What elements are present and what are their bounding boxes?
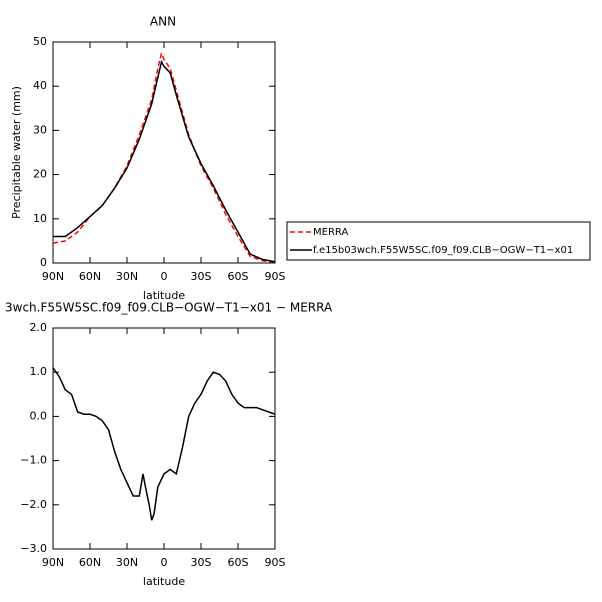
x-tick-label: 30N xyxy=(116,556,138,569)
legend-label: MERRA xyxy=(313,227,348,238)
x-axis-label: latitude xyxy=(143,289,185,302)
x-tick-label: 90N xyxy=(42,556,64,569)
data-line xyxy=(52,367,276,521)
y-tick-label: −2.0 xyxy=(20,498,47,511)
plot-frame xyxy=(52,41,276,264)
y-tick-label: 10 xyxy=(33,212,47,225)
y-tick-label: 0 xyxy=(40,256,47,269)
y-tick-label: −1.0 xyxy=(20,454,47,467)
x-tick-label: 0 xyxy=(161,556,168,569)
x-tick-label: 60N xyxy=(79,556,101,569)
y-tick-label: −3.0 xyxy=(20,542,47,555)
x-tick-label: 30N xyxy=(116,270,138,283)
x-tick-label: 90S xyxy=(265,270,286,283)
x-tick-label: 30S xyxy=(191,556,212,569)
x-axis-label: latitude xyxy=(143,575,185,588)
y-tick-label: 40 xyxy=(33,79,47,92)
chart-title: ANN xyxy=(150,15,176,29)
y-tick-label: 1.0 xyxy=(30,365,48,378)
y-tick-label: 30 xyxy=(33,123,47,136)
y-tick-label: 2.0 xyxy=(30,321,48,334)
data-line xyxy=(53,59,276,263)
x-tick-label: 60S xyxy=(228,270,249,283)
x-tick-label: 0 xyxy=(161,270,168,283)
chart-title: 3wch.F55W5SC.f09_f09.CLB−OGW−T1−x01 − ME… xyxy=(5,301,333,315)
data-line xyxy=(52,50,276,263)
y-tick-label: 0.0 xyxy=(30,409,48,422)
x-tick-label: 60S xyxy=(228,556,249,569)
plot-frame xyxy=(52,327,276,550)
x-tick-label: 60N xyxy=(79,270,101,283)
y-tick-label: 50 xyxy=(33,35,47,48)
legend-box xyxy=(286,221,591,261)
y-axis-label: Precipitable water (mm) xyxy=(10,86,23,219)
x-tick-label: 90S xyxy=(265,556,286,569)
x-tick-label: 90N xyxy=(42,270,64,283)
x-tick-label: 30S xyxy=(191,270,212,283)
y-tick-label: 20 xyxy=(33,168,47,181)
legend-label: f.e15b03wch.F55W5SC.f09_f09.CLB−OGW−T1−x… xyxy=(313,245,573,256)
